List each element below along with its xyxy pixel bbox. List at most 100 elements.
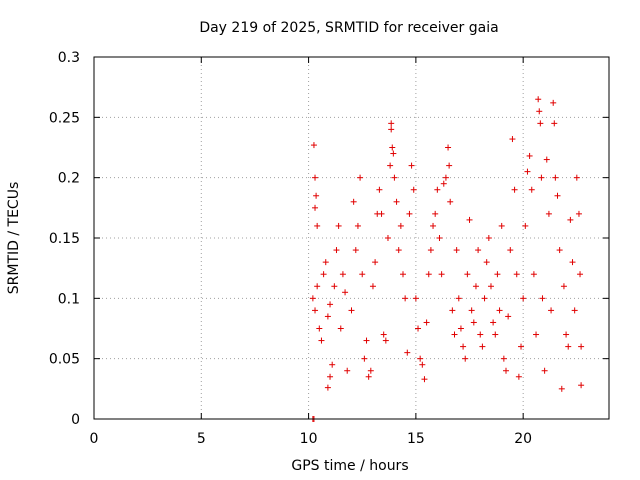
data-point (481, 295, 488, 302)
data-point (515, 373, 522, 380)
data-point (492, 331, 499, 338)
data-point (569, 259, 576, 266)
data-point (327, 373, 334, 380)
data-point (312, 307, 319, 314)
data-point (551, 120, 558, 127)
data-point (365, 373, 372, 380)
data-point (322, 259, 329, 266)
data-point (331, 283, 338, 290)
data-point (539, 295, 546, 302)
y-tick-label: 0.3 (58, 50, 80, 66)
data-point (468, 307, 475, 314)
data-point (318, 337, 325, 344)
data-point (466, 216, 473, 223)
y-tick-label: 0 (71, 412, 80, 428)
data-point (314, 283, 321, 290)
data-point (479, 343, 486, 350)
y-axis-title: SRMTID / TECUs (6, 182, 22, 295)
data-points (309, 96, 585, 422)
data-point (417, 355, 424, 362)
data-point (361, 355, 368, 362)
data-point (312, 174, 319, 181)
data-point (530, 271, 537, 278)
data-point (460, 343, 467, 350)
data-point (455, 295, 462, 302)
data-point (464, 271, 471, 278)
data-point (388, 126, 395, 133)
data-point (513, 271, 520, 278)
x-tick-label: 5 (197, 431, 206, 447)
data-point (376, 186, 383, 193)
data-point (339, 271, 346, 278)
data-point (372, 259, 379, 266)
data-point (419, 361, 426, 368)
data-point (408, 162, 415, 169)
data-point (395, 247, 402, 254)
data-point (536, 108, 543, 115)
data-point (528, 186, 535, 193)
data-point (577, 271, 584, 278)
data-point (575, 210, 582, 217)
data-point (563, 331, 570, 338)
x-axis-title: GPS time / hours (291, 458, 408, 474)
data-point (357, 174, 364, 181)
data-point (363, 337, 370, 344)
data-point (485, 235, 492, 241)
data-point (348, 307, 355, 314)
y-tick-label: 0.25 (49, 110, 80, 126)
data-point (447, 198, 454, 205)
data-point (430, 222, 437, 229)
x-tick-label: 15 (407, 431, 425, 447)
data-point (541, 367, 548, 374)
data-point (509, 136, 516, 143)
data-point (404, 349, 411, 356)
y-tick-label: 0.05 (49, 352, 80, 368)
data-point (498, 222, 505, 229)
data-point (378, 210, 385, 217)
y-tick-label: 0.2 (58, 171, 80, 187)
data-point (556, 247, 563, 254)
data-point (312, 204, 319, 211)
data-point (309, 295, 316, 302)
data-point (436, 235, 443, 241)
data-point (393, 198, 400, 205)
data-point (442, 174, 449, 181)
data-point (327, 301, 334, 308)
data-point (380, 331, 387, 338)
y-tick-labels: 0 0.05 0.1 0.15 0.2 0.25 0.3 (49, 50, 80, 428)
data-point (425, 271, 432, 278)
data-point (390, 150, 397, 157)
data-point (477, 331, 484, 338)
chart-title: Day 219 of 2025, SRMTID for receiver gai… (199, 20, 498, 36)
data-point (462, 355, 469, 362)
data-point (324, 384, 331, 391)
data-point (451, 331, 458, 338)
data-point (382, 337, 389, 344)
data-point (560, 283, 567, 290)
data-point (500, 355, 507, 362)
data-point (496, 307, 503, 314)
data-point (505, 313, 512, 320)
data-point (524, 168, 531, 175)
data-point (397, 222, 404, 229)
data-point (421, 376, 428, 383)
data-point (518, 343, 525, 350)
data-point (453, 247, 460, 254)
data-point (567, 216, 574, 223)
data-point (316, 325, 323, 332)
data-point (400, 271, 406, 278)
data-point (520, 295, 527, 302)
data-point (432, 210, 439, 217)
data-point (310, 142, 317, 149)
data-point (314, 222, 321, 229)
data-point (538, 174, 545, 181)
data-point (415, 325, 422, 332)
data-point (391, 174, 398, 181)
y-tick-label: 0.15 (49, 231, 80, 247)
data-point (352, 247, 359, 254)
data-point (483, 259, 490, 266)
data-point (571, 307, 578, 314)
data-point (440, 180, 447, 187)
axis-ticks (93, 56, 609, 420)
